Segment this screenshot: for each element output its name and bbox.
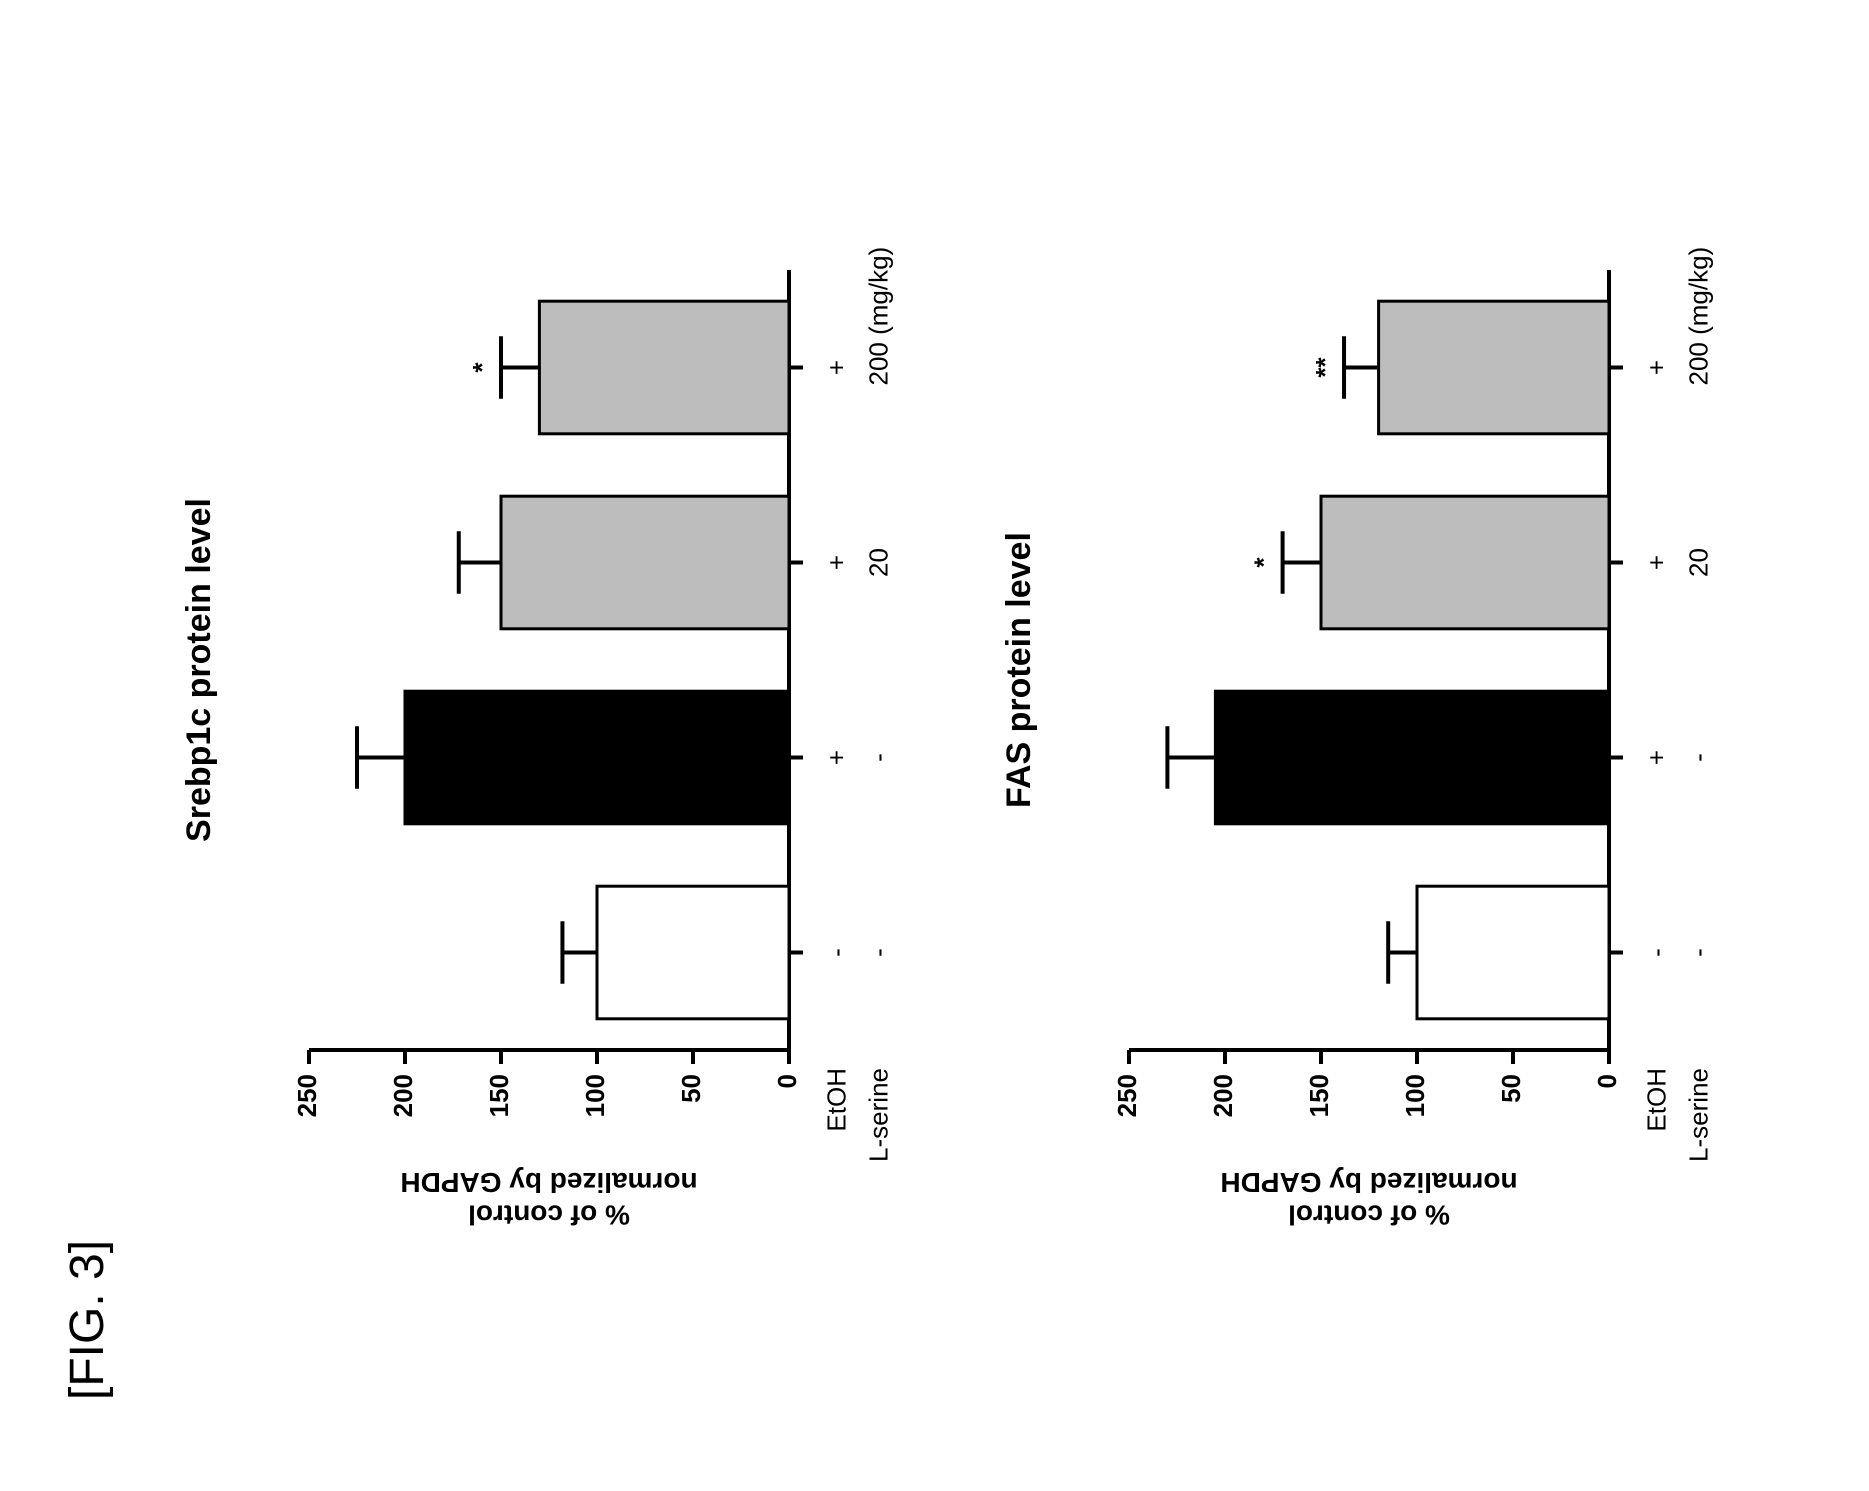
error-bar [562,921,597,983]
x-row-value: + [821,750,851,765]
x-row-name: EtOH [1641,1068,1671,1132]
bar [1417,886,1609,1019]
bar [1379,301,1609,434]
chart-svg: 0 50 100 150 200 250 % of controlnormalized by… [239,90,893,1250]
bar [539,301,789,434]
bar [501,496,789,629]
bar [405,691,789,824]
significance-marker: * [1249,557,1279,568]
y-tick-label: 50 [676,1074,706,1103]
y-tick-label: 100 [1400,1074,1430,1117]
x-row-value: - [1683,753,1713,762]
y-tick-label: 200 [1208,1074,1238,1117]
chart-title: FAS protein level [1000,90,1039,1250]
x-row-value: - [821,948,851,957]
y-axis-label: % of controlnormalized by GAPDH [400,1167,697,1230]
chart-title: Srebp1c protein level [180,90,219,1250]
bar [597,886,789,1019]
y-tick-label: 150 [1304,1074,1334,1117]
error-bar [1388,921,1417,983]
x-row-value: 200 (mg/kg) [863,247,893,386]
content-wrapper: [FIG. 3] Srebp1c protein level 0 50 100 150 2… [0,0,1869,1490]
chart-fas: FAS protein level050100150200250% of con… [1000,150,1713,1250]
x-row-value: - [1641,948,1671,957]
bar [1215,691,1609,824]
y-tick-label: 150 [484,1074,514,1117]
x-row-value: - [863,948,893,957]
error-bar [1283,531,1321,593]
x-row-value: + [1641,555,1671,570]
x-row-name: EtOH [821,1068,851,1132]
x-row-value: + [821,360,851,375]
significance-marker: * [467,362,497,373]
x-row-value: + [1641,360,1671,375]
y-tick-label: 100 [580,1074,610,1117]
chart-svg: 0 50 100 150 200 250 % of controlnormalized by… [1059,90,1713,1250]
x-row-value: 20 [1683,548,1713,577]
y-tick-label: 0 [1592,1074,1622,1088]
error-bar [357,726,405,788]
x-row-value: + [1641,750,1671,765]
error-bar [501,336,539,398]
x-row-value: + [821,555,851,570]
y-tick-label: 200 [388,1074,418,1117]
significance-marker: ** [1310,357,1340,378]
x-row-value: - [863,753,893,762]
error-bar [1344,336,1379,398]
figure-label: [FIG. 3] [60,1240,115,1400]
y-tick-label: 50 [1496,1074,1526,1103]
bar [1321,496,1609,629]
x-row-value: 200 (mg/kg) [1683,247,1713,386]
y-tick-label: 250 [292,1074,322,1117]
y-tick-label: 250 [1112,1074,1142,1117]
x-row-value: - [1683,948,1713,957]
error-bar [1167,726,1215,788]
y-axis-label: % of controlnormalized by GAPDH [1220,1167,1517,1230]
x-row-name: L-serine [863,1068,893,1162]
y-tick-label: 0 [772,1074,802,1088]
error-bar [459,531,501,593]
page: [FIG. 3] Srebp1c protein level 0 50 100 150 2… [0,0,1491,1490]
x-row-value: 20 [863,548,893,577]
chart-srebp1c: Srebp1c protein level050100150200250% of… [180,150,893,1250]
x-row-name: L-serine [1683,1068,1713,1162]
